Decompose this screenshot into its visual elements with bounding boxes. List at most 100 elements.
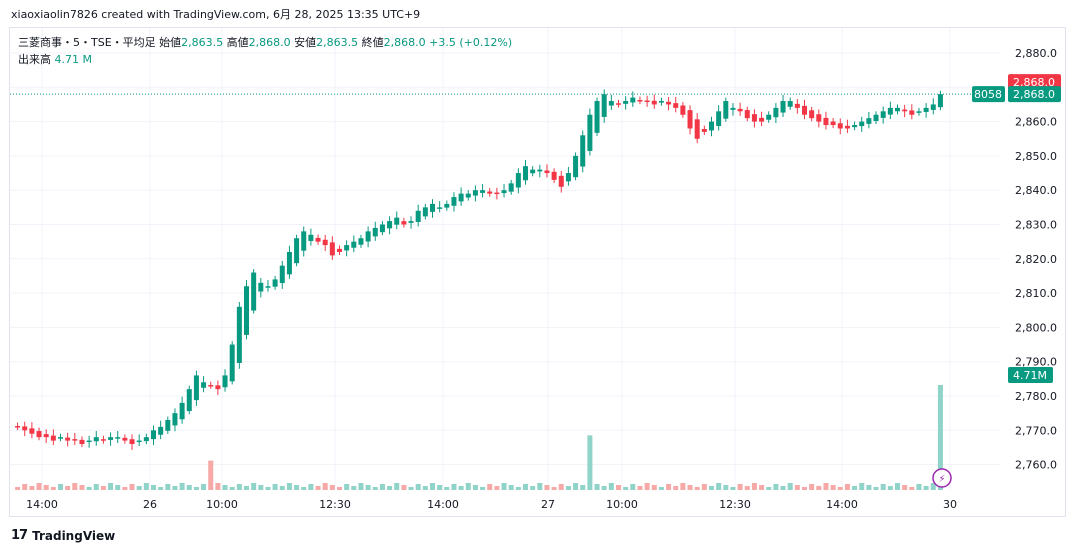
candle-body	[508, 183, 514, 192]
candle-body	[666, 101, 672, 105]
volume-bar	[909, 487, 915, 490]
volume-bar	[937, 385, 943, 490]
last-price-line: ⚡	[10, 93, 1000, 488]
current-price-tag-bg	[1008, 86, 1061, 103]
volume-bar	[57, 484, 64, 490]
volume-bar	[773, 484, 779, 490]
time-tick-label: 14:00	[26, 498, 58, 511]
candle-body	[394, 217, 400, 225]
candle-body	[265, 286, 271, 288]
change-value: +3.5 (+0.12%)	[429, 36, 513, 49]
candle-body	[859, 121, 865, 127]
candle-body	[408, 221, 414, 223]
chart-attribution: xiaoxiaolin7826 created with TradingView…	[11, 8, 421, 21]
candle-body	[236, 306, 242, 363]
candle-body	[372, 227, 378, 237]
candle-body	[186, 389, 192, 412]
volume-bar	[201, 484, 207, 490]
candle-body	[351, 241, 357, 248]
candle-body	[544, 170, 550, 174]
volume-bar	[451, 484, 457, 490]
tradingview-logo[interactable]: 17 TradingView	[11, 528, 115, 543]
volume-bar	[322, 483, 328, 490]
candle-body	[601, 94, 607, 117]
candle-body	[751, 114, 757, 122]
candle-body	[344, 245, 350, 251]
volume-bar	[737, 484, 743, 490]
volume-bar	[365, 485, 371, 490]
candle-body	[830, 121, 836, 126]
low-label: 安値	[294, 36, 317, 49]
time-tick-label: 10:00	[206, 498, 238, 511]
low-value: 2,863.5	[316, 36, 359, 49]
candle-body	[93, 437, 99, 442]
candle-body	[165, 420, 171, 431]
candle-body	[930, 104, 936, 110]
price-axis: 2,880.02,870.02,860.02,850.02,840.02,830…	[1015, 47, 1057, 472]
candle-body	[794, 103, 800, 108]
volume-bar	[387, 486, 393, 490]
volume-bar	[315, 486, 321, 490]
time-tick-label: 30	[943, 498, 957, 511]
price-tick-label: 2,790.0	[1015, 356, 1057, 369]
volume-bar	[708, 486, 715, 490]
candle-body	[844, 125, 850, 129]
volume-bar	[744, 486, 750, 490]
volume-bar	[830, 485, 836, 490]
volume-bar	[72, 483, 78, 490]
price-tags: 2,868.0 8058 2,868.0 4.71M	[972, 74, 1061, 383]
volume-bar	[179, 483, 185, 490]
volume-bar	[623, 487, 629, 490]
volume-bar	[508, 485, 514, 490]
candle-body	[108, 437, 114, 440]
volume-bar	[229, 487, 235, 490]
volume-bar	[666, 484, 672, 490]
candle-body	[880, 111, 886, 118]
chart-legend: 三菱商事・5・TSE・平均足 始値2,863.5 高値2,868.0 安値2,8…	[18, 34, 512, 68]
candle-body	[687, 110, 693, 129]
volume-bar	[480, 487, 486, 490]
candle-body	[465, 193, 471, 198]
candle-body	[201, 382, 207, 388]
candle-body	[129, 439, 135, 445]
candle-body	[902, 109, 908, 112]
volume-bar	[136, 486, 142, 490]
candles	[15, 89, 943, 450]
volume-bar	[100, 486, 106, 490]
candle-body	[208, 385, 214, 387]
volume-bar	[501, 483, 507, 490]
candle-body	[329, 242, 335, 256]
candle-body	[72, 439, 78, 441]
volume-bar	[29, 486, 35, 490]
candle-body	[472, 190, 478, 196]
volume-bar	[215, 483, 221, 490]
volume-bar	[544, 485, 550, 490]
volume-bar	[372, 487, 378, 490]
volume-bar	[673, 486, 679, 490]
candle-body	[415, 210, 421, 222]
candle-body	[387, 221, 393, 229]
candle-body	[358, 238, 364, 245]
candle-body	[29, 428, 35, 434]
close-label: 終値	[361, 36, 384, 49]
candle-body	[873, 114, 879, 122]
volume-bar	[658, 487, 664, 490]
candle-body	[716, 111, 722, 127]
candle-body	[744, 110, 750, 119]
candle-body	[301, 231, 307, 251]
volume-bar	[694, 487, 700, 490]
price-tick-label: 2,760.0	[1015, 459, 1057, 472]
candle-body	[501, 190, 507, 194]
volume-bars	[15, 385, 943, 490]
symbol-name[interactable]: 三菱商事・5・TSE・平均足	[18, 36, 156, 49]
volume-bar	[251, 483, 257, 490]
candle-body	[916, 111, 922, 113]
volume-bar	[186, 485, 192, 490]
volume-bar	[279, 486, 285, 490]
candle-body	[215, 385, 221, 390]
time-tick-label: 12:30	[719, 498, 751, 511]
candle-body	[530, 169, 536, 174]
candle-body	[923, 107, 929, 112]
candle-body	[294, 238, 300, 264]
